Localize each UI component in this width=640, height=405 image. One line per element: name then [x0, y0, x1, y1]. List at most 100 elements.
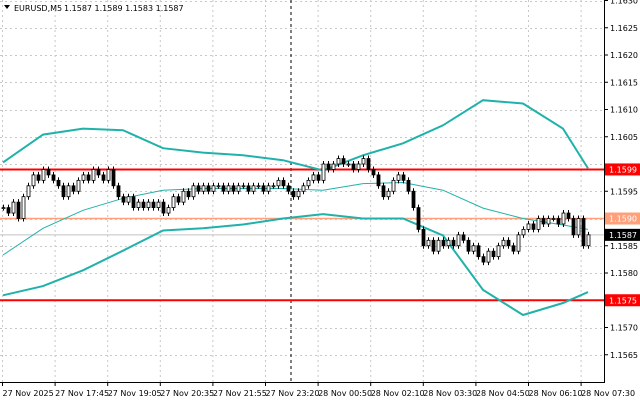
- candle: [396, 171, 401, 184]
- candle-body-bull: [521, 228, 526, 236]
- candle: [541, 215, 546, 227]
- candle-body-bear: [476, 245, 481, 258]
- candle-body-bull: [586, 234, 591, 247]
- candle: [441, 237, 446, 249]
- y-tick-label: 1.1625: [610, 24, 638, 33]
- candle: [126, 193, 131, 206]
- x-tick-label: 27 Nov 23:20: [266, 389, 320, 398]
- candle-body-bear: [86, 174, 91, 181]
- candle: [321, 161, 326, 184]
- candle: [196, 182, 201, 195]
- candle: [436, 237, 441, 255]
- candle: [486, 248, 491, 266]
- candle: [291, 188, 296, 200]
- candle-body-bear: [351, 163, 356, 170]
- candle: [56, 177, 61, 189]
- candle: [461, 231, 466, 244]
- y-tick-label: 1.1630: [610, 0, 638, 6]
- candle: [36, 171, 41, 184]
- candle: [311, 171, 316, 184]
- candle-body-bull: [486, 250, 491, 263]
- triangle-down-icon[interactable]: [4, 5, 10, 9]
- candle-body-bear: [101, 174, 106, 181]
- candle-body-bull: [361, 158, 366, 165]
- candle: [26, 182, 31, 200]
- candle-body-bear: [556, 218, 561, 225]
- x-tick-label: 28 Nov 03:30: [423, 389, 477, 398]
- candle: [271, 182, 276, 189]
- candle: [381, 182, 386, 200]
- candle: [241, 182, 246, 189]
- candle-body-bear: [411, 190, 416, 209]
- candle: [551, 215, 556, 222]
- candle-body-bull: [211, 185, 216, 192]
- candle: [456, 231, 461, 249]
- candle: [76, 177, 81, 195]
- candle-body-bull: [396, 174, 401, 181]
- candle-body-bear: [56, 179, 61, 187]
- candle-body-bull: [266, 185, 271, 192]
- candle: [331, 161, 336, 173]
- x-tick-label: 28 Nov 02:10: [371, 389, 425, 398]
- candle-body-bear: [441, 239, 446, 247]
- candle: [306, 177, 311, 189]
- candle: [326, 161, 331, 173]
- candle: [401, 171, 406, 184]
- candle-body-bull: [236, 185, 241, 192]
- candle: [46, 166, 51, 178]
- ohlc-values: 1.1587 1.1589 1.1583 1.1587: [64, 4, 184, 13]
- candle: [111, 166, 116, 189]
- symbol-label: EURUSD,M5: [14, 4, 62, 13]
- candle-body-bear: [531, 223, 536, 230]
- candle: [351, 161, 356, 173]
- candle-body-bull: [336, 158, 341, 165]
- candle-body-bull: [311, 174, 316, 181]
- y-tick-label: 1.1570: [610, 324, 638, 333]
- candle-body-bear: [141, 201, 146, 208]
- x-tick-label: 27 Nov 17:45: [55, 389, 109, 398]
- candle-body-bear: [481, 256, 486, 263]
- candle: [71, 182, 76, 195]
- candle-body-bull: [551, 218, 556, 220]
- y-tick-label: 1.1585: [610, 242, 638, 251]
- candle: [171, 193, 176, 211]
- y-tick-label: 1.1580: [610, 269, 638, 278]
- candle-body-bull: [66, 185, 71, 198]
- candle-body-bear: [116, 185, 121, 198]
- candle-body-bear: [221, 185, 226, 192]
- candle-body-bear: [196, 185, 201, 192]
- y-tick-label: 1.1620: [610, 51, 638, 60]
- candle: [146, 199, 151, 211]
- candle-body-bull: [171, 196, 176, 208]
- x-tick-label: 27 Nov 19:05: [108, 389, 162, 398]
- candle-body-bear: [246, 185, 251, 192]
- candle-body-bear: [121, 196, 126, 203]
- candle: [156, 199, 161, 211]
- candle: [121, 193, 126, 206]
- candle-body-bull: [241, 185, 246, 188]
- candle-body-bull: [271, 185, 276, 188]
- candle-body-bull: [426, 239, 431, 247]
- candle: [266, 182, 271, 195]
- candle: [511, 242, 516, 255]
- bollinger-upper-band: [2, 99, 589, 172]
- candle: [286, 182, 291, 195]
- candle-body-bull: [546, 218, 551, 225]
- candle-body-bear: [571, 218, 576, 236]
- candle: [66, 182, 71, 200]
- candle-body-bull: [191, 185, 196, 198]
- candle-body-bear: [131, 196, 136, 208]
- candle-body-bear: [51, 174, 56, 181]
- candle: [21, 193, 26, 222]
- candle: [316, 171, 321, 184]
- candle: [531, 220, 536, 233]
- candle-body-bear: [466, 239, 471, 252]
- candle-body-bull: [126, 196, 131, 203]
- candle: [406, 177, 411, 195]
- level-label: 1.1575: [609, 296, 637, 305]
- x-tick-label: 28 Nov 07:30: [581, 389, 635, 398]
- price-axis[interactable]: 1.1630 1.1625 1.1620 1.1615 1.1610 1.1605 1.15…: [604, 0, 638, 360]
- candle: [281, 177, 286, 189]
